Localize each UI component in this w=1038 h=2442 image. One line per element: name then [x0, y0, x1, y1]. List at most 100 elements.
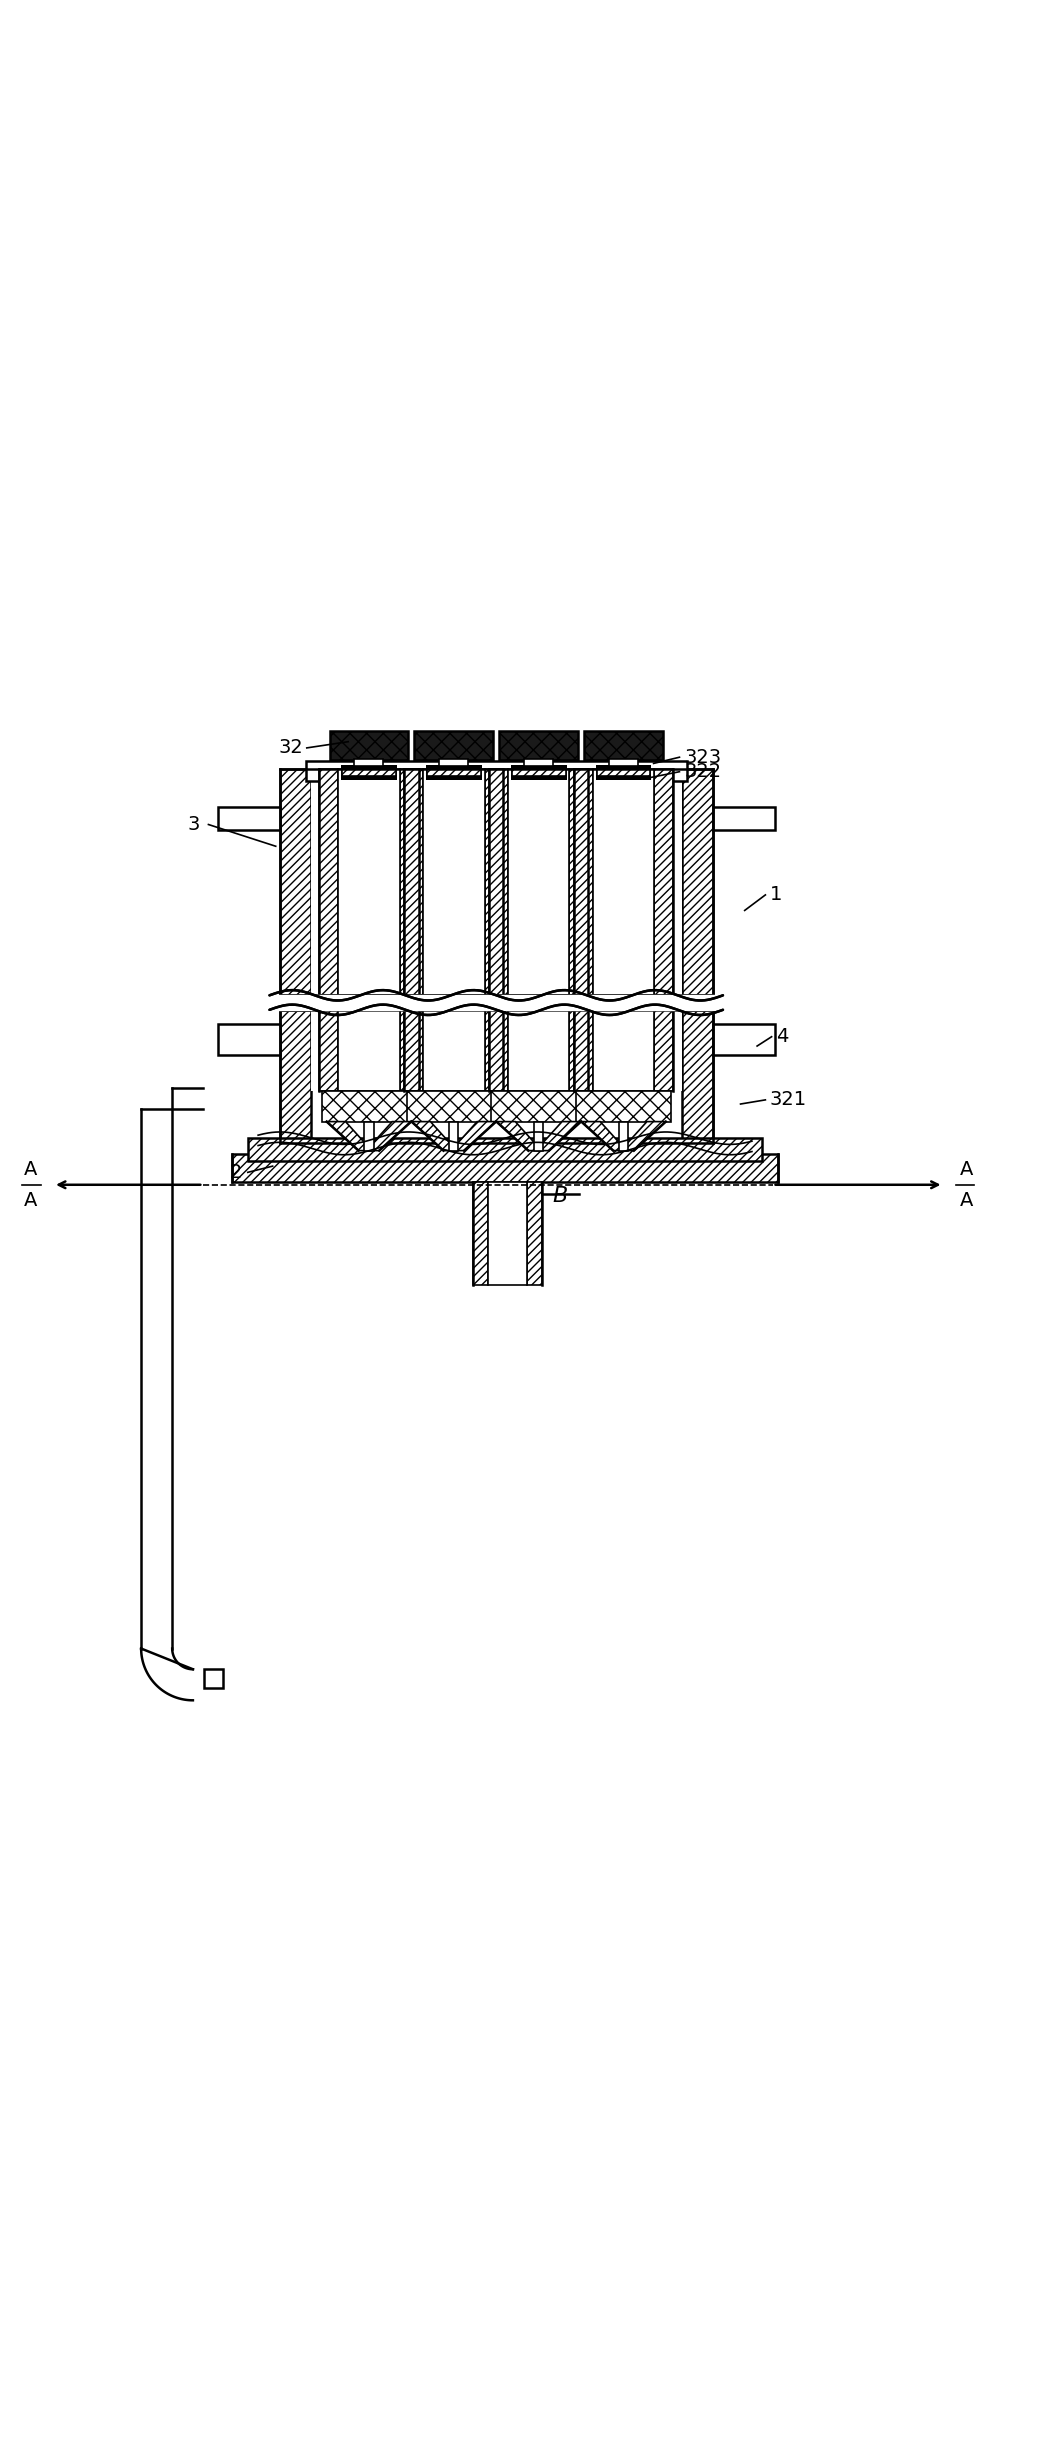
Bar: [280, 1011, 311, 1143]
Bar: [233, 1153, 777, 1182]
Bar: [512, 777, 566, 779]
Bar: [597, 764, 651, 769]
Bar: [427, 764, 481, 779]
Bar: [674, 769, 682, 996]
Bar: [574, 1011, 589, 1092]
Bar: [485, 1011, 503, 1092]
Bar: [449, 1121, 459, 1150]
Bar: [574, 769, 593, 996]
Bar: [404, 769, 418, 996]
Bar: [489, 769, 508, 996]
Bar: [570, 769, 589, 996]
Bar: [311, 1011, 320, 1092]
Bar: [597, 777, 651, 779]
Bar: [570, 1011, 589, 1092]
Bar: [485, 769, 503, 996]
Bar: [306, 762, 687, 781]
Text: 323: 323: [685, 747, 721, 767]
Bar: [512, 764, 566, 769]
Bar: [489, 1011, 503, 1092]
Bar: [574, 1011, 593, 1092]
Polygon shape: [366, 1121, 411, 1150]
Bar: [422, 1011, 485, 1092]
Bar: [404, 769, 422, 996]
Polygon shape: [496, 1121, 542, 1150]
Bar: [488, 1182, 527, 1284]
Bar: [342, 764, 395, 779]
Bar: [499, 730, 578, 759]
Text: 2: 2: [229, 1162, 242, 1182]
Bar: [427, 777, 481, 779]
Bar: [414, 730, 493, 759]
Text: 32: 32: [279, 737, 303, 757]
Bar: [609, 759, 638, 767]
Bar: [329, 730, 408, 759]
Bar: [218, 1023, 280, 1055]
Bar: [512, 777, 566, 779]
Bar: [439, 759, 468, 767]
Bar: [364, 1121, 374, 1150]
Bar: [248, 1138, 762, 1160]
Bar: [508, 769, 570, 996]
Polygon shape: [450, 1121, 496, 1150]
Bar: [597, 764, 651, 779]
Bar: [682, 1011, 712, 1143]
Bar: [712, 806, 774, 830]
Polygon shape: [327, 1121, 372, 1150]
Bar: [597, 764, 651, 769]
Bar: [342, 764, 395, 779]
Bar: [322, 1092, 416, 1121]
Bar: [427, 764, 481, 769]
Bar: [320, 769, 338, 996]
Bar: [473, 1182, 488, 1284]
Bar: [342, 764, 395, 769]
Bar: [311, 769, 320, 996]
Text: 3: 3: [188, 816, 200, 835]
Bar: [422, 769, 485, 996]
Bar: [407, 1092, 501, 1121]
Bar: [404, 1011, 422, 1092]
Bar: [593, 769, 654, 996]
Text: B: B: [553, 1187, 568, 1206]
Bar: [674, 1011, 682, 1092]
Bar: [597, 764, 651, 779]
Bar: [218, 806, 280, 830]
Text: A: A: [959, 1192, 973, 1209]
Text: A: A: [959, 1160, 973, 1179]
Bar: [491, 1092, 585, 1121]
Bar: [400, 1011, 418, 1092]
Bar: [512, 764, 566, 779]
Bar: [512, 764, 566, 779]
Bar: [354, 759, 383, 767]
Bar: [342, 777, 395, 779]
Text: A: A: [24, 1160, 37, 1179]
Text: 4: 4: [775, 1028, 788, 1045]
Bar: [654, 1011, 674, 1092]
Polygon shape: [581, 1121, 626, 1150]
Text: 322: 322: [685, 762, 721, 781]
Bar: [342, 764, 395, 769]
Bar: [574, 769, 589, 996]
Bar: [342, 777, 395, 779]
Bar: [338, 1011, 400, 1092]
Bar: [584, 730, 663, 759]
Bar: [619, 1121, 628, 1150]
Bar: [338, 769, 400, 996]
Polygon shape: [536, 1121, 581, 1150]
Bar: [404, 1011, 418, 1092]
Bar: [427, 777, 481, 779]
Bar: [427, 764, 481, 769]
Bar: [576, 1092, 671, 1121]
Bar: [712, 1023, 774, 1055]
Text: 1: 1: [769, 886, 782, 904]
Bar: [204, 1670, 223, 1687]
Bar: [280, 769, 311, 996]
Bar: [400, 769, 418, 996]
Polygon shape: [621, 1121, 665, 1150]
Text: 321: 321: [769, 1092, 807, 1109]
Bar: [524, 759, 553, 767]
Bar: [597, 777, 651, 779]
Bar: [512, 764, 566, 769]
Bar: [593, 1011, 654, 1092]
Bar: [427, 764, 481, 779]
